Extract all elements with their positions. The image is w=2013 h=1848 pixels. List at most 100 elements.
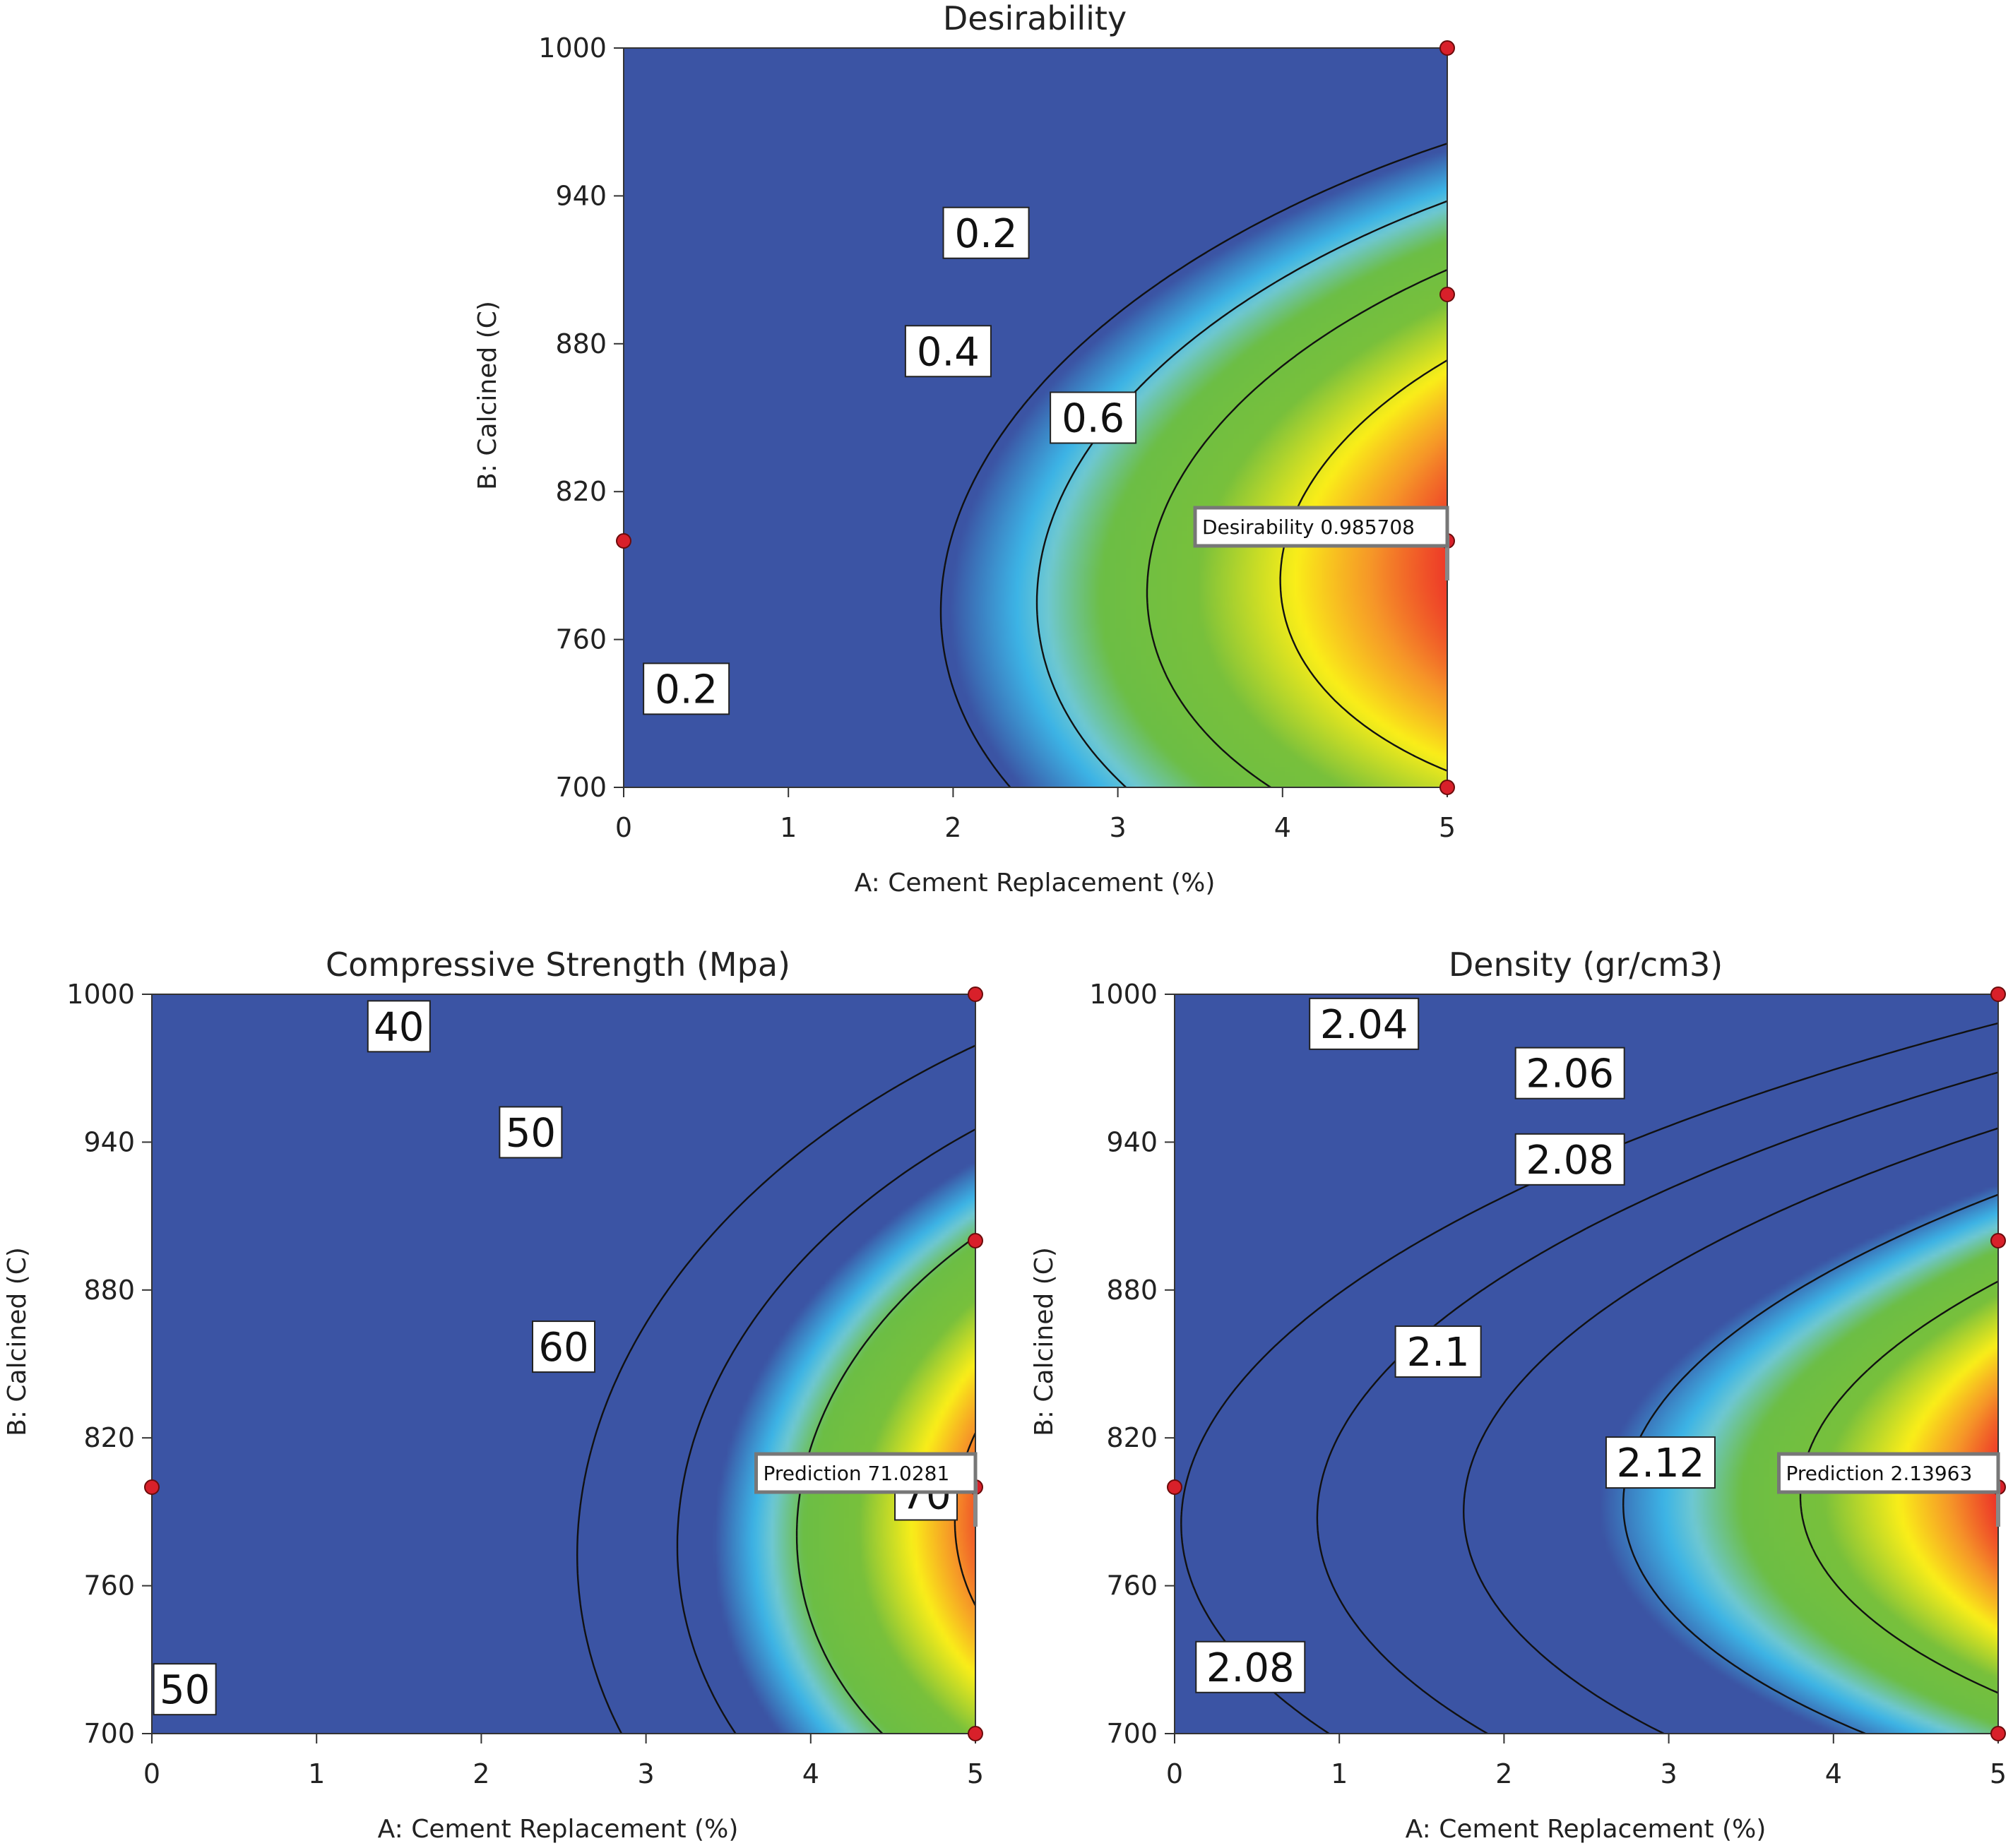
desirability-contour-label-text: 0.4 <box>917 329 980 375</box>
desirability-plot: 0 1 2 3 4 5 700 760 820 880 940 1000 0.2 0.2 0.4 0.6 Des… <box>538 32 1456 843</box>
density-contour-label: 2.1 <box>1394 1325 1482 1378</box>
density-contour-label-text: 2.1 <box>1407 1330 1470 1376</box>
compressive-strength-plot-frame <box>151 994 976 1734</box>
compressive-strength-y-tick-label: 760 <box>83 1570 135 1602</box>
compressive-strength-flag-text: Prediction 71.0281 <box>764 1462 950 1485</box>
density-contour-label-text: 2.08 <box>1526 1138 1614 1184</box>
density-flag-text: Prediction 2.13963 <box>1786 1462 1973 1485</box>
compressive-strength-contour-label-box <box>367 1000 431 1053</box>
compressive-strength-title: Compressive Strength (Mpa) <box>326 946 790 984</box>
compressive-strength-contour-label-text: 50 <box>160 1667 210 1713</box>
compressive-strength-contour-label-text: 50 <box>506 1110 556 1156</box>
desirability-x-tick-label: 1 <box>780 812 797 843</box>
density-contour-label-text: 2.08 <box>1206 1645 1295 1691</box>
density-contour-label: 2.04 <box>1309 997 1420 1050</box>
desirability-design-point <box>1439 780 1455 795</box>
compressive-strength-y-tick-label: 820 <box>83 1422 135 1453</box>
compressive-strength-x-tick-label: 4 <box>802 1758 819 1789</box>
desirability-contour-label: 0.2 <box>643 662 730 715</box>
compressive-strength-x-tick-label: 3 <box>638 1758 655 1789</box>
compressive-strength-design-point <box>144 1479 160 1495</box>
desirability-y-tick-label: 940 <box>555 180 607 211</box>
density-contour-label: 2.06 <box>1514 1047 1625 1099</box>
desirability-plot-frame <box>623 47 1448 788</box>
compressive-strength-design-point <box>968 1726 983 1741</box>
density-contour-label: 2.08 <box>1514 1133 1625 1186</box>
density-design-point <box>1990 1233 2006 1248</box>
density-plot-frame <box>1174 994 1999 1734</box>
desirability-contour-label-text: 0.2 <box>655 667 718 713</box>
desirability-y-tick-label: 760 <box>555 624 607 655</box>
desirability-contour-label: 0.2 <box>942 206 1030 259</box>
desirability-contour-line-0-4 <box>1035 200 1448 788</box>
compressive-strength-contour-label: 50 <box>499 1106 563 1159</box>
desirability-contour-label-box <box>643 662 730 715</box>
density-design-point <box>1167 1479 1182 1495</box>
compressive-strength-contour-label-box <box>153 1663 217 1716</box>
density-plot: 0 1 2 3 4 5 700 760 820 880 940 1000 2.04 2.06 2.08 2.0… <box>1089 979 2007 1789</box>
density-y-tick-label: 820 <box>1106 1422 1158 1453</box>
compressive-strength-x-axis-label: A: Cement Replacement (%) <box>378 1815 739 1844</box>
density-x-tick-label: 5 <box>1990 1758 2007 1789</box>
density-contour-label-box <box>1394 1325 1482 1378</box>
compressive-strength-contour-label-box <box>532 1321 595 1373</box>
compressive-strength-contour-label: 40 <box>367 1000 431 1053</box>
compressive-strength-y-tick-label: 700 <box>83 1718 135 1749</box>
desirability-prediction-flag: Desirability 0.985708 <box>1193 506 1449 580</box>
density-prediction-flag: Prediction 2.13963 <box>1777 1452 2000 1527</box>
compressive-strength-design-point <box>968 1233 983 1248</box>
desirability-contour-label: 0.4 <box>904 325 992 378</box>
desirability-design-point <box>616 533 631 549</box>
desirability-design-point <box>1439 40 1455 56</box>
density-contour-label-box <box>1514 1133 1625 1186</box>
density-x-tick-label: 0 <box>1166 1758 1183 1789</box>
desirability-x-tick-label: 2 <box>944 812 961 843</box>
density-contour-line-2-08 <box>1463 1127 1999 1735</box>
desirability-title: Desirability <box>943 0 1127 37</box>
compressive-strength-prediction-flag: Prediction 71.0281 <box>754 1452 978 1527</box>
density-y-axis-label: B: Calcined (C) <box>1030 1247 1059 1436</box>
density-design-point <box>1990 1726 2006 1741</box>
density-panel: Density (gr/cm3) A: Cement Replacement (… <box>1030 946 1766 1844</box>
compressive-strength-design-point <box>968 986 983 1002</box>
density-contour-label-box <box>1514 1047 1625 1099</box>
desirability-contour-label: 0.6 <box>1050 391 1137 444</box>
desirability-contour-line-0-6 <box>1146 268 1448 788</box>
density-y-tick-label: 940 <box>1106 1126 1158 1157</box>
compressive-strength-contour-line-50 <box>676 1128 976 1734</box>
compressive-strength-x-tick-label: 1 <box>308 1758 325 1789</box>
density-x-axis-label: A: Cement Replacement (%) <box>1406 1815 1766 1844</box>
density-y-tick-label: 760 <box>1106 1570 1158 1602</box>
density-y-tick-label: 1000 <box>1089 979 1158 1010</box>
desirability-contour-label-box <box>942 206 1030 259</box>
compressive-strength-x-tick-label: 0 <box>143 1758 160 1789</box>
desirability-y-tick-label: 700 <box>555 772 607 803</box>
compressive-strength-y-axis-label: B: Calcined (C) <box>3 1247 32 1436</box>
density-contour-label-text: 2.06 <box>1526 1051 1614 1097</box>
compressive-strength-contour-label-box <box>499 1106 563 1159</box>
density-x-tick-label: 1 <box>1331 1758 1348 1789</box>
density-x-tick-label: 3 <box>1661 1758 1678 1789</box>
desirability-y-tick-label: 820 <box>555 476 607 507</box>
desirability-x-axis-label: A: Cement Replacement (%) <box>855 869 1216 898</box>
density-contour-label-box <box>1195 1640 1306 1693</box>
desirability-x-tick-label: 0 <box>615 812 632 843</box>
desirability-y-axis-label: B: Calcined (C) <box>473 301 502 490</box>
density-contour-label-text: 2.12 <box>1617 1441 1705 1486</box>
density-contour-label: 2.12 <box>1605 1436 1716 1489</box>
desirability-flag-box <box>1193 506 1449 548</box>
compressive-strength-plot: 0 1 2 3 4 570076082088094010004050506070Predi… <box>66 979 984 1789</box>
compressive-strength-contour-label: 50 <box>153 1663 217 1716</box>
compressive-strength-y-tick-label: 940 <box>83 1126 135 1157</box>
desirability-surface <box>624 48 1447 787</box>
compressive-strength-y-tick-label: 880 <box>83 1275 135 1306</box>
desirability-contour-label-box <box>904 325 992 378</box>
desirability-contour-label-box <box>1050 391 1137 444</box>
desirability-x-tick-label: 5 <box>1439 812 1456 843</box>
desirability-contour-line-0-2 <box>939 143 1448 788</box>
desirability-y-tick-label: 880 <box>555 328 607 359</box>
density-y-tick-label: 700 <box>1106 1718 1158 1749</box>
density-x-tick-label: 4 <box>1825 1758 1842 1789</box>
density-contour-label-box <box>1605 1436 1716 1489</box>
desirability-panel: Desirability A: Cement Replacement (%) B… <box>473 0 1215 898</box>
